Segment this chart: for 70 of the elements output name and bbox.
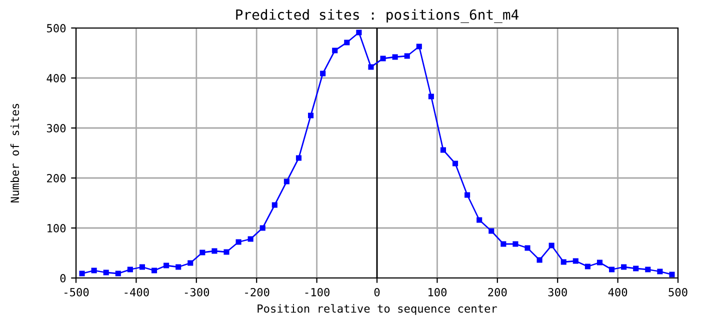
chart-title: Predicted sites : positions_6nt_m4 xyxy=(236,9,518,23)
point xyxy=(224,249,230,255)
y-tick-label: 500 xyxy=(46,24,66,32)
x-tick-label: -100 xyxy=(305,288,330,296)
point xyxy=(464,192,470,198)
y-tick-label: 400 xyxy=(46,74,66,82)
point xyxy=(584,264,590,270)
point xyxy=(272,202,278,208)
point xyxy=(416,44,422,50)
point xyxy=(91,268,97,274)
point xyxy=(645,266,651,272)
point xyxy=(633,266,639,272)
point xyxy=(428,94,434,100)
point xyxy=(380,56,386,62)
point xyxy=(440,147,446,153)
point xyxy=(368,64,374,70)
point xyxy=(151,268,158,274)
x-tick-label: 200 xyxy=(488,288,507,296)
point xyxy=(296,155,302,161)
x-tick-label: -400 xyxy=(124,288,149,296)
point xyxy=(248,236,254,242)
y-tick-label: 300 xyxy=(46,124,66,132)
point xyxy=(176,264,182,270)
y-axis-title: Number of sites xyxy=(10,104,20,202)
point xyxy=(236,239,242,245)
point xyxy=(200,250,206,256)
point xyxy=(308,112,314,118)
point xyxy=(115,270,121,276)
point xyxy=(500,241,506,247)
point xyxy=(164,262,170,268)
point xyxy=(536,257,542,263)
point xyxy=(344,40,350,46)
point xyxy=(488,228,494,234)
y-tick-label: 100 xyxy=(48,224,66,232)
point xyxy=(356,30,362,36)
point xyxy=(260,225,266,231)
point xyxy=(212,248,218,254)
x-tick-label: 0 xyxy=(374,288,380,296)
point xyxy=(392,54,398,60)
point xyxy=(657,268,663,274)
point xyxy=(452,160,458,166)
point xyxy=(139,264,145,270)
x-tick-label: 400 xyxy=(608,288,628,296)
y-tick-label: 200 xyxy=(47,174,66,182)
point xyxy=(284,178,290,184)
point xyxy=(103,270,109,276)
x-tick-label: -200 xyxy=(245,288,270,296)
point xyxy=(79,270,85,276)
point xyxy=(188,260,194,266)
x-tick-label: -300 xyxy=(184,288,210,296)
point xyxy=(476,217,482,223)
point xyxy=(512,241,518,247)
point xyxy=(560,259,566,265)
point xyxy=(609,266,615,272)
point xyxy=(548,242,554,248)
x-tick-label: 100 xyxy=(428,288,447,296)
point xyxy=(572,258,578,264)
point xyxy=(669,272,675,278)
point xyxy=(596,260,603,266)
y-tick-label: 0 xyxy=(60,274,66,282)
point xyxy=(127,266,133,272)
point xyxy=(320,70,326,76)
point xyxy=(332,48,338,54)
point xyxy=(621,264,627,270)
x-axis-title: Position relative to sequence center xyxy=(258,304,497,315)
point xyxy=(524,245,530,251)
x-tick-label: -500 xyxy=(64,288,89,296)
x-tick-label: 300 xyxy=(548,288,567,296)
x-tick-label: 500 xyxy=(668,288,688,296)
point xyxy=(404,53,410,59)
